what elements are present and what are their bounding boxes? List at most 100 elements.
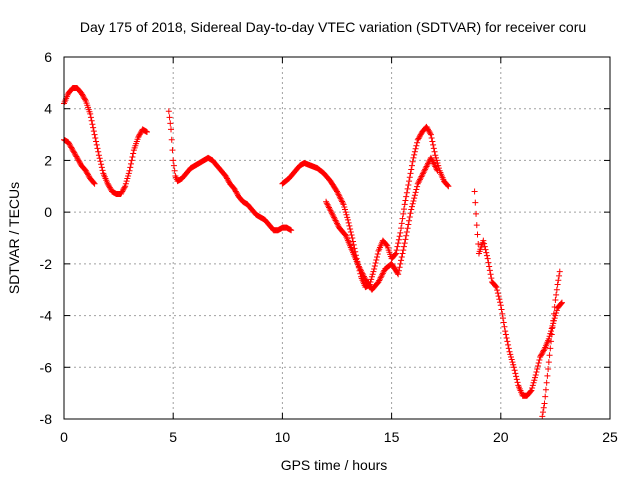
data-point-arc-3b xyxy=(429,157,436,164)
data-point-arc-3b xyxy=(423,163,430,170)
data-point-arc-4 xyxy=(558,299,565,306)
data-point-arc-4 xyxy=(502,328,509,335)
data-point-arc-3a xyxy=(369,271,376,278)
data-point-arc-3b xyxy=(329,211,336,218)
data-point-arc-4 xyxy=(483,249,490,256)
data-point-arc-5 xyxy=(542,386,549,393)
data-point-arc-1a xyxy=(93,141,100,148)
data-point-arc-3a xyxy=(403,193,410,200)
data-point-arc-4 xyxy=(535,359,542,366)
y-axis-label: SDTVAR / TECUs xyxy=(6,182,22,294)
data-point-arc-1a xyxy=(104,180,111,187)
data-point-arc-1a xyxy=(122,180,129,187)
data-point-arc-4 xyxy=(507,353,514,360)
data-point-arc-2 xyxy=(234,191,241,198)
data-point-arc-1a xyxy=(80,94,87,101)
data-point-arc-4 xyxy=(537,352,544,359)
data-point-arc-3b xyxy=(358,267,365,274)
data-point-arc-1a xyxy=(119,187,126,194)
data-point-arc-3b xyxy=(434,167,441,174)
data-point-arc-3a xyxy=(392,250,399,257)
data-point-arc-3a xyxy=(342,209,349,216)
data-point-arc-4 xyxy=(503,334,510,341)
data-point-arc-4 xyxy=(508,356,515,363)
data-point-arc-5 xyxy=(552,297,559,304)
data-point-arc-3a xyxy=(339,198,346,205)
y-tick-label: 6 xyxy=(44,49,52,65)
data-point-arc-4 xyxy=(487,271,494,278)
data-point-arc-3b xyxy=(402,236,409,243)
data-point-arc-2 xyxy=(232,188,239,195)
data-point-arc-1a xyxy=(88,117,95,124)
data-point-arc-3b xyxy=(342,231,349,238)
data-point-arc-3a xyxy=(347,228,354,235)
x-tick-labels: 0 5 10 15 20 25 xyxy=(60,429,618,445)
data-point-arc-3b xyxy=(431,162,438,169)
data-point-arc-1b xyxy=(84,170,91,177)
data-point-arc-5 xyxy=(556,272,563,279)
data-point-arc-3a xyxy=(399,215,406,222)
data-point-arc-4 xyxy=(505,341,512,348)
data-point-arc-3a xyxy=(371,263,378,270)
data-point-arc-1a xyxy=(127,160,134,167)
data-point-arc-4 xyxy=(527,388,534,395)
data-point-arc-5 xyxy=(551,303,558,310)
data-point-arc-1a xyxy=(90,128,97,135)
data-point-arc-3a xyxy=(410,154,417,161)
data-point-arc-3a xyxy=(412,145,419,152)
data-point-arc-5 xyxy=(555,277,562,284)
data-point-arc-5 xyxy=(546,352,553,359)
data-point-arc-4 xyxy=(494,290,501,297)
data-point-arc-1a xyxy=(98,164,105,171)
data-point-arc-3b xyxy=(415,179,422,186)
chart-title: Day 175 of 2018, Sidereal Day-to-day VTE… xyxy=(80,19,586,35)
data-point-arc-3b xyxy=(428,156,435,163)
data-point-arc-4 xyxy=(496,296,503,303)
data-point-arc-3b xyxy=(398,257,405,264)
data-point-arc-4 xyxy=(531,377,538,384)
data-point-arc-3a xyxy=(424,125,431,132)
data-point-arc-5 xyxy=(554,281,561,288)
data-point-arc-3b xyxy=(360,272,367,279)
data-point-arc-3b xyxy=(427,154,434,161)
data-point-arc-4 xyxy=(553,307,560,314)
data-point-arc-4 xyxy=(540,348,547,355)
data-point-arc-5 xyxy=(541,400,548,407)
data-point-arc-1a xyxy=(123,178,130,185)
data-point-arc-3a xyxy=(341,203,348,210)
data-point-arc-4 xyxy=(492,283,499,290)
y-tick-labels: -8 -6 -4 -2 0 2 4 6 xyxy=(40,49,53,427)
data-point-arc-5 xyxy=(550,317,557,324)
data-point-arc-1a xyxy=(91,131,98,138)
data-point-arc-3a xyxy=(405,181,412,188)
data-point-arc-1a xyxy=(125,172,132,179)
x-tick-label: 0 xyxy=(60,429,68,445)
data-point-arc-2 xyxy=(170,162,177,169)
data-point-arc-3b xyxy=(325,203,332,210)
data-point-arc-1b xyxy=(65,139,72,146)
data-point-arc-4 xyxy=(528,387,535,394)
data-point-arc-5 xyxy=(542,393,549,400)
data-point-arc-2 xyxy=(288,227,295,234)
data-point-arc-5 xyxy=(543,379,550,386)
data-point-arc-1b xyxy=(69,147,76,154)
data-point-arc-4 xyxy=(505,345,512,352)
data-point-arc-3a xyxy=(371,266,378,273)
data-point-arc-3b xyxy=(401,240,408,247)
data-point-arc-3a xyxy=(368,276,375,283)
data-point-arc-4 xyxy=(548,325,555,332)
data-point-arc-3a xyxy=(342,206,349,213)
data-point-arc-1a xyxy=(92,135,99,142)
data-point-arc-1a xyxy=(126,167,133,174)
data-point-arc-1a xyxy=(107,185,114,192)
data-point-arc-3a xyxy=(416,134,423,141)
data-point-arc-3b xyxy=(359,270,366,277)
data-point-arc-4 xyxy=(537,353,544,360)
data-point-arc-3b xyxy=(432,163,439,170)
x-tick-label: 15 xyxy=(384,429,400,445)
data-point-arc-3a xyxy=(393,247,400,254)
data-point-arc-4 xyxy=(510,364,517,371)
data-point-arc-3a xyxy=(423,123,430,130)
data-point-arc-1a xyxy=(106,184,113,191)
